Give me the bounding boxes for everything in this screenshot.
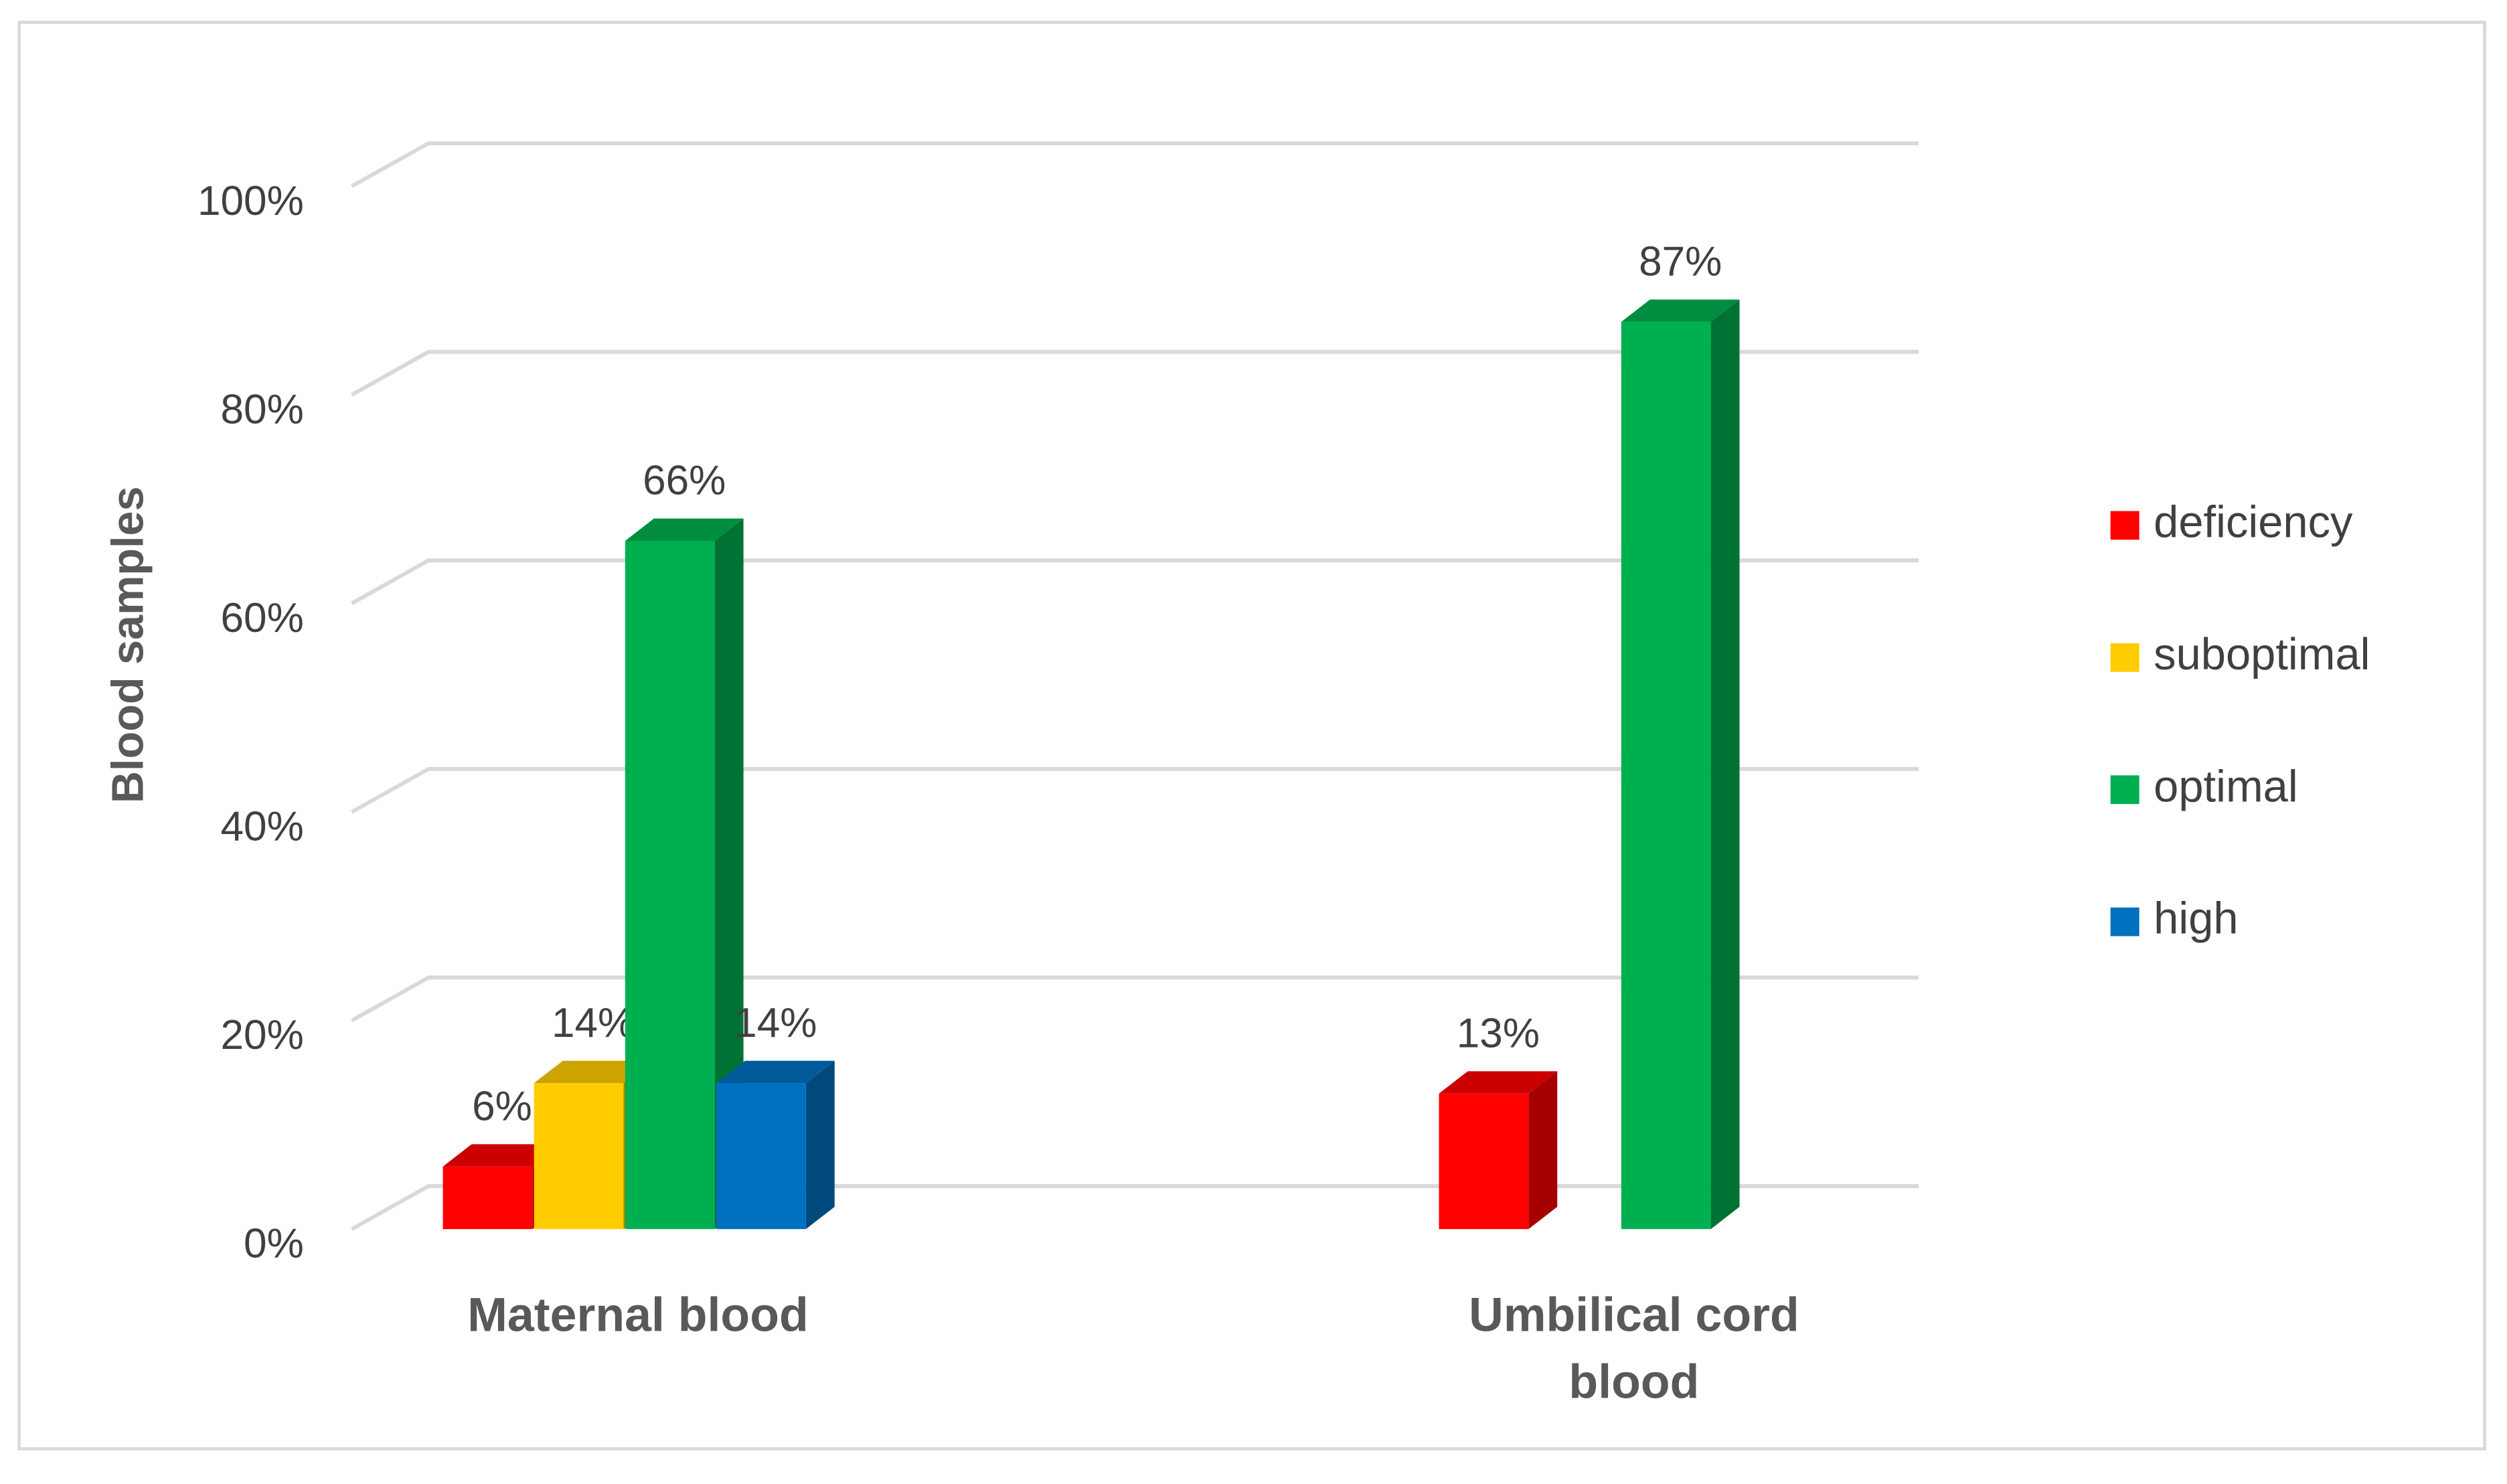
grid-line bbox=[350, 1184, 1919, 1231]
grid-line bbox=[350, 141, 1919, 188]
value-label: 14% bbox=[552, 1000, 635, 1046]
bar bbox=[534, 1083, 624, 1230]
value-label: 87% bbox=[1639, 239, 1722, 285]
bar-top bbox=[442, 1144, 562, 1167]
legend-label: high bbox=[2154, 894, 2238, 944]
bar bbox=[625, 540, 715, 1230]
bar-side bbox=[714, 518, 744, 1230]
value-label: 6% bbox=[472, 1084, 532, 1130]
grid-line bbox=[350, 558, 1919, 606]
bar-top bbox=[625, 518, 744, 541]
bar bbox=[1621, 321, 1711, 1230]
bar-side bbox=[805, 1060, 835, 1230]
value-label: 66% bbox=[643, 458, 726, 504]
chart-frame bbox=[17, 20, 2486, 1451]
y-tick-label: 100% bbox=[197, 178, 304, 224]
legend-swatch bbox=[2110, 775, 2139, 805]
y-tick-label: 80% bbox=[221, 386, 304, 432]
y-tick-label: 20% bbox=[221, 1012, 304, 1058]
y-tick-label: 40% bbox=[221, 804, 304, 850]
bar bbox=[442, 1166, 533, 1230]
y-tick-label: 60% bbox=[221, 595, 304, 641]
bar bbox=[1439, 1093, 1529, 1230]
legend-label: deficiency bbox=[2154, 498, 2353, 548]
grid-line bbox=[350, 766, 1919, 814]
legend-swatch bbox=[2110, 643, 2139, 672]
x-tick-label: Umbilical cord blood bbox=[1469, 1289, 1799, 1409]
x-tick-label: Maternal blood bbox=[467, 1289, 809, 1343]
bar-side bbox=[1528, 1071, 1558, 1230]
value-label: 13% bbox=[1457, 1010, 1540, 1056]
y-tick-label: 0% bbox=[244, 1221, 304, 1267]
value-label: 14% bbox=[734, 1000, 817, 1046]
bar-top bbox=[534, 1060, 653, 1084]
bar-side bbox=[1710, 299, 1740, 1230]
bar bbox=[716, 1083, 806, 1230]
legend-swatch bbox=[2110, 907, 2139, 936]
y-axis-title: Blood samples bbox=[103, 487, 153, 804]
bar-top bbox=[1621, 299, 1740, 322]
legend-label: suboptimal bbox=[2154, 630, 2370, 679]
legend-label: optimal bbox=[2154, 762, 2298, 811]
bar-top bbox=[1439, 1071, 1558, 1094]
bar-top bbox=[716, 1060, 835, 1084]
grid-line bbox=[350, 975, 1919, 1023]
x-label-box: Maternal blood bbox=[467, 1289, 809, 1343]
legend-swatch bbox=[2110, 511, 2139, 540]
grid-line bbox=[350, 349, 1919, 397]
x-label-box: Umbilical cord blood bbox=[1469, 1289, 1799, 1409]
